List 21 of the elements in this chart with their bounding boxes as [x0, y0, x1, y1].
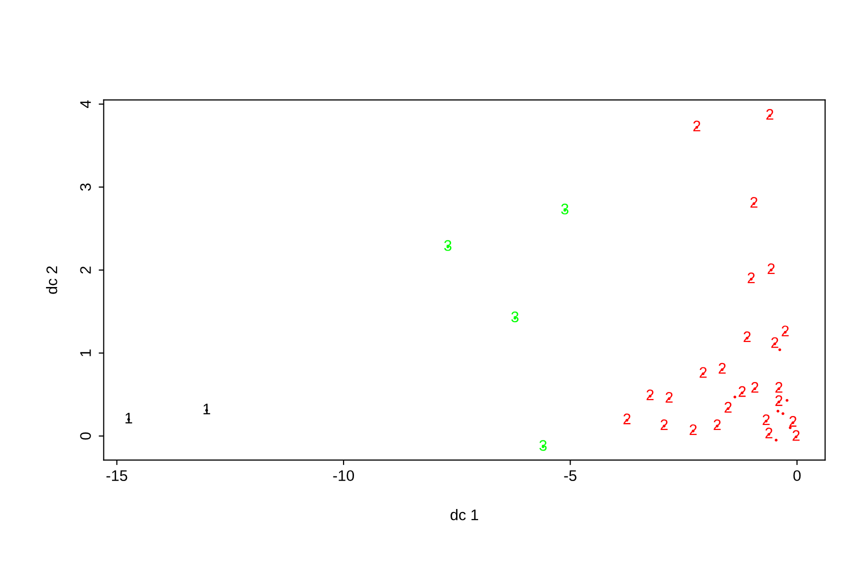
point: [774, 438, 778, 442]
y-tick-label: 1: [80, 350, 91, 356]
text: 3: [511, 311, 519, 322]
text: 3: [444, 240, 452, 251]
y-tick-label: 3: [80, 184, 91, 191]
x-tick-label: 0: [793, 470, 801, 482]
y-axis-title: dc 2: [46, 266, 58, 294]
text: 3: [539, 440, 547, 451]
x-axis-title: dc 1: [450, 509, 478, 520]
point: [776, 410, 780, 413]
point: [778, 348, 782, 352]
x-tick-label: -5: [564, 470, 576, 482]
x-tick-label: -10: [333, 470, 354, 482]
point: [786, 398, 788, 402]
x-tick-label: -15: [106, 470, 128, 482]
y-tick-label: 2: [80, 266, 91, 274]
y-tick-label: 0: [80, 432, 91, 440]
point: [733, 396, 736, 398]
y-tick-label: 4: [80, 100, 91, 108]
point: [782, 412, 784, 416]
series-label: 3: [561, 204, 568, 214]
